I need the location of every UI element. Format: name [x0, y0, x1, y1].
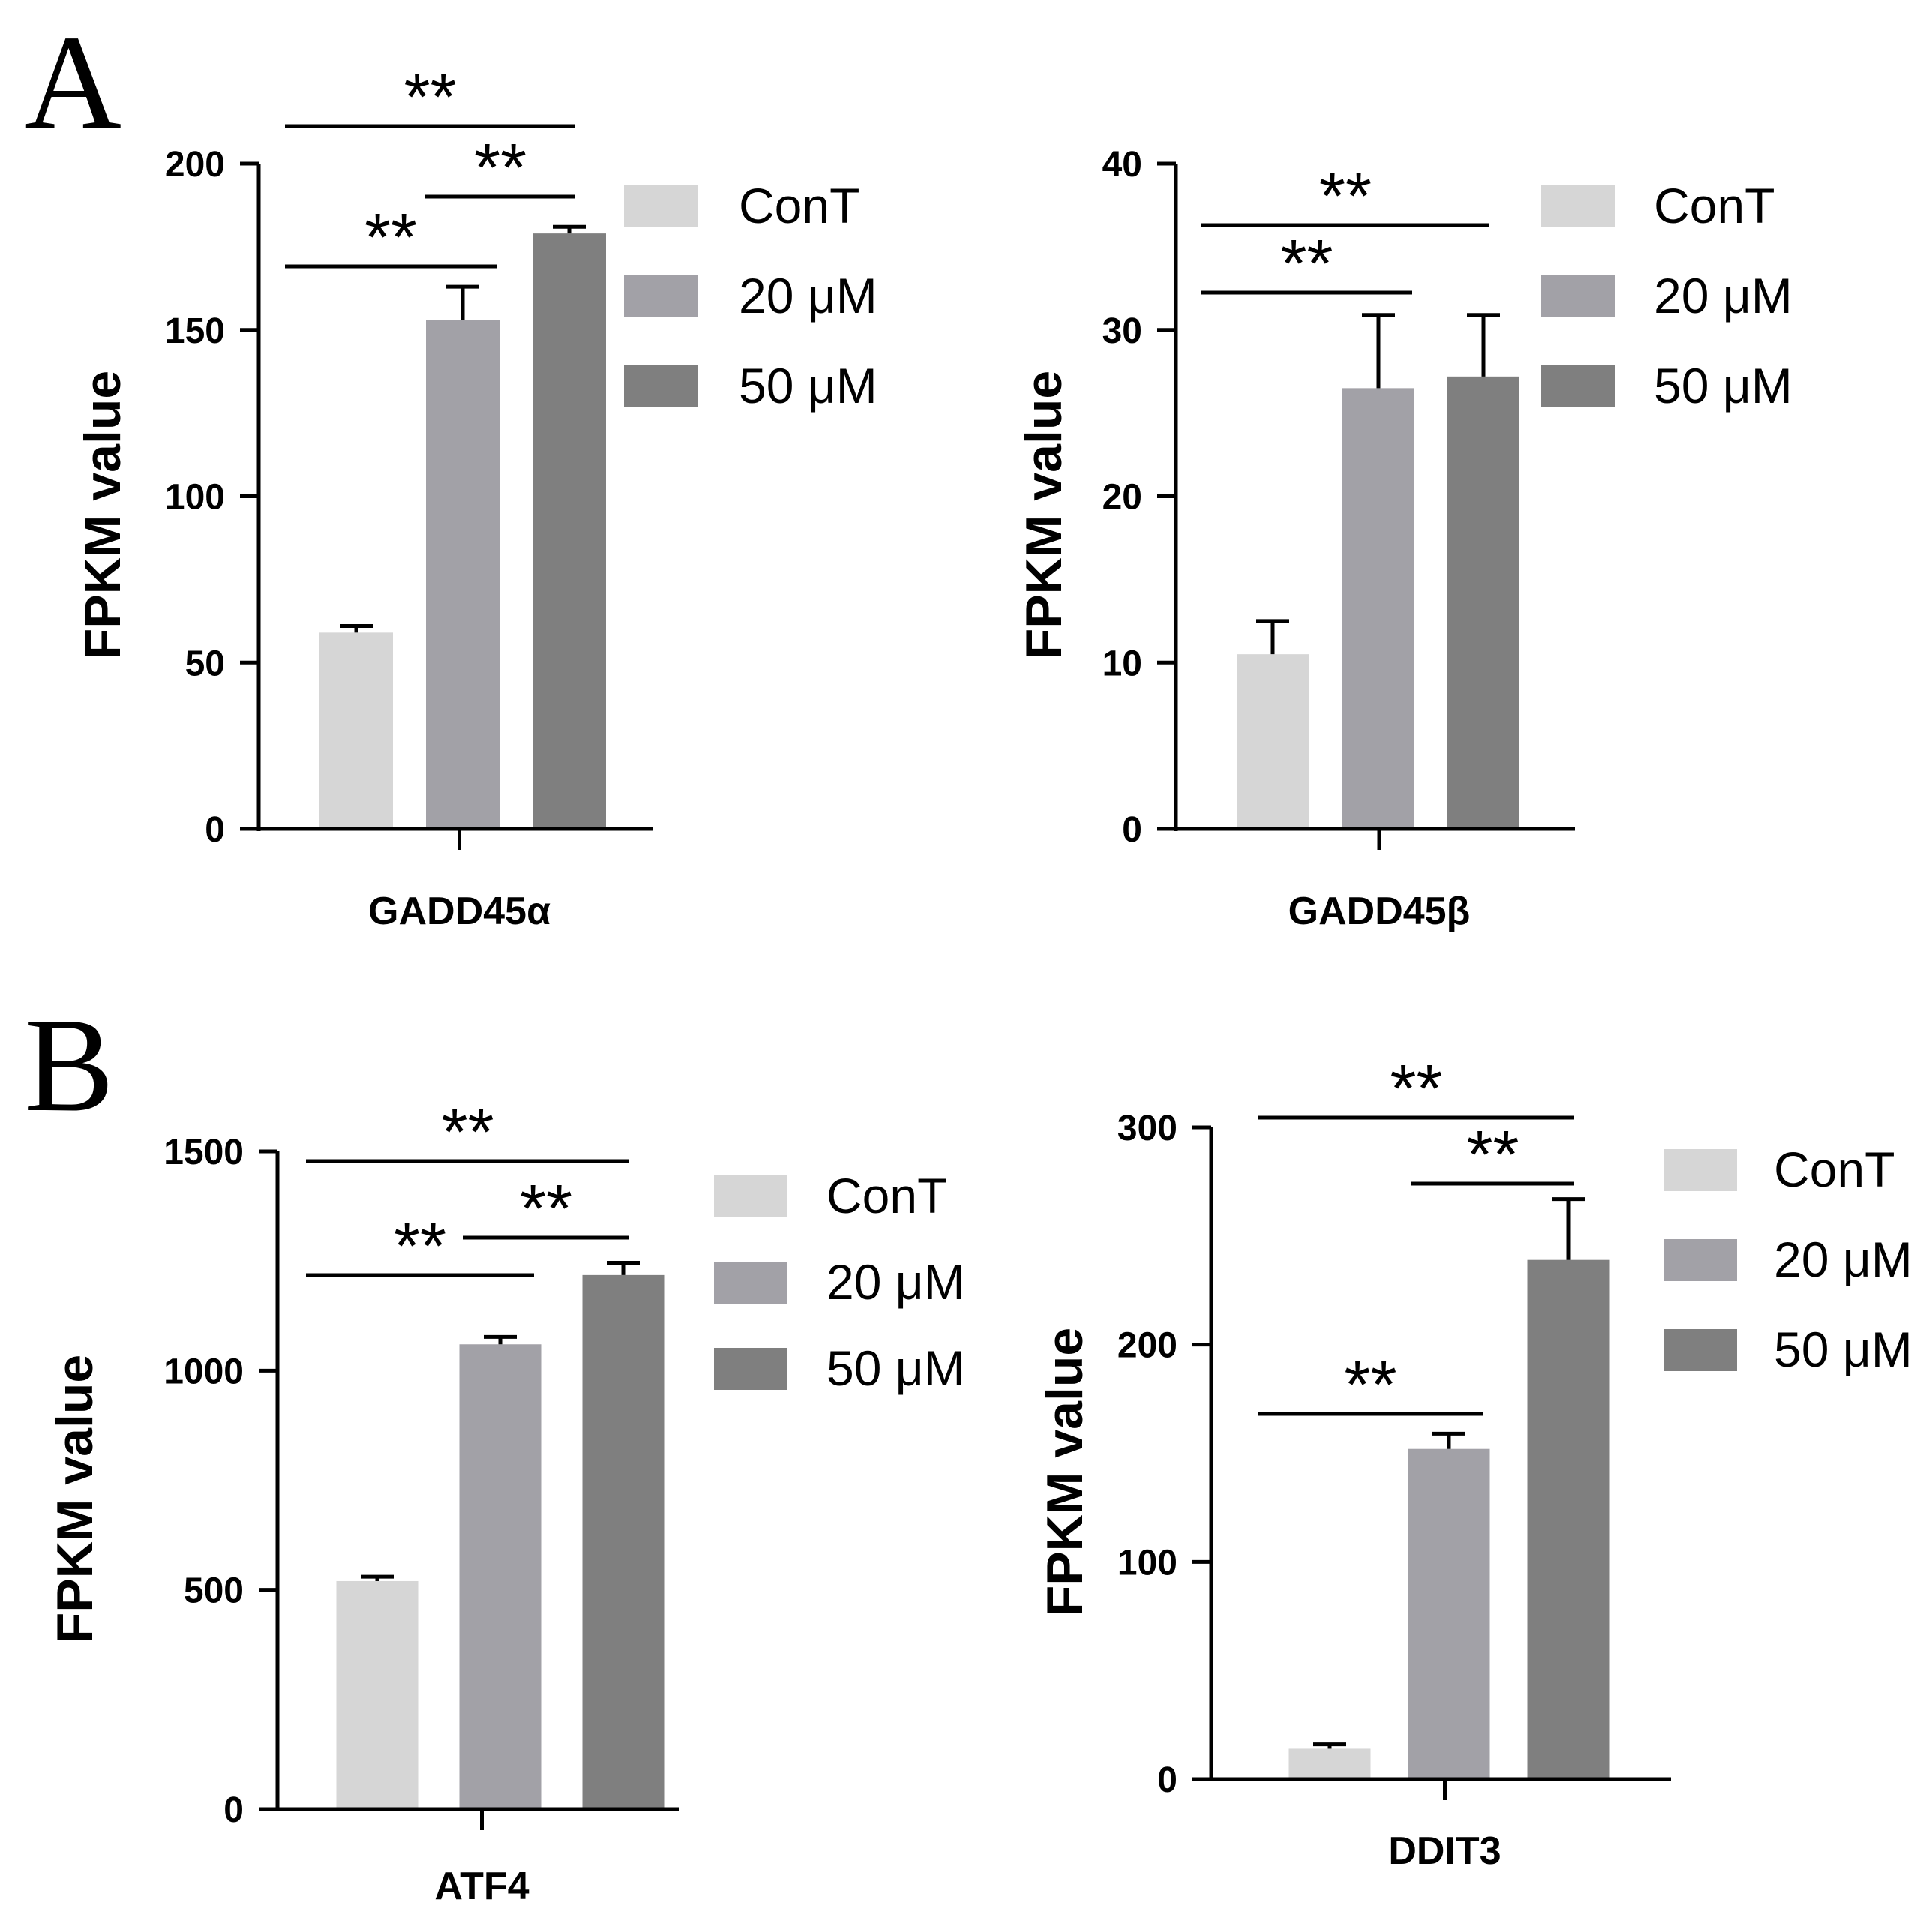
- chart-1: 0 10 20 30 40 GADD45β FPKM value **** ConT 20 μM 5…: [1016, 145, 1792, 933]
- y-tick-label-3: 1500: [164, 1133, 244, 1172]
- y-tick-label-3: 30: [1102, 311, 1142, 351]
- y-axis-title: FPKM value: [1016, 371, 1072, 659]
- bar-1: [1342, 388, 1414, 829]
- legend-label-0: ConT: [739, 178, 860, 233]
- y-tick-label-1: 500: [184, 1571, 244, 1611]
- sig-label-0: **: [1390, 1052, 1442, 1127]
- bar-1: [426, 320, 500, 829]
- y-tick-label-3: 300: [1118, 1109, 1178, 1148]
- y-tick-label-4: 40: [1102, 145, 1142, 185]
- x-category-label: ATF4: [434, 1865, 529, 1908]
- sig-label-2: **: [1344, 1348, 1396, 1423]
- sig-label-2: **: [364, 200, 417, 275]
- chart-2: 0 500 1000 1500 ATF4 FPKM value ** ** ** ConT 20 μ…: [46, 1095, 965, 1908]
- sig-label-1: **: [520, 1172, 572, 1247]
- bar-2: [1448, 376, 1520, 830]
- legend-label-0: ConT: [1654, 178, 1774, 233]
- y-tick-label-2: 200: [1118, 1326, 1178, 1366]
- legend-label-0: ConT: [1774, 1142, 1894, 1197]
- y-tick-label-0: 0: [205, 810, 225, 850]
- sig-label-2: **: [394, 1209, 446, 1284]
- legend-label-1: 20 μM: [1654, 268, 1792, 323]
- sig-label-0: **: [441, 1095, 494, 1170]
- y-tick-label-1: 10: [1102, 644, 1142, 683]
- legend-swatch-2: [714, 1348, 788, 1390]
- y-tick-label-3: 150: [165, 311, 225, 351]
- bar-2: [532, 233, 606, 829]
- legend-label-2: 50 μM: [739, 358, 878, 413]
- legend-swatch-1: [1664, 1239, 1737, 1281]
- y-tick-label-0: 0: [1157, 1760, 1178, 1800]
- sig-label-0: **: [1319, 159, 1372, 234]
- y-tick-label-2: 1000: [164, 1352, 244, 1391]
- y-tick-label-4: 200: [165, 145, 225, 185]
- y-axis-title: FPKM value: [74, 371, 131, 659]
- y-tick-label-0: 0: [224, 1790, 244, 1830]
- legend-swatch-1: [624, 275, 698, 317]
- bar-0: [1288, 1748, 1371, 1779]
- bar-0: [320, 632, 393, 829]
- legend-label-2: 50 μM: [1774, 1322, 1912, 1377]
- legend-label-0: ConT: [826, 1168, 947, 1223]
- legend-swatch-2: [1541, 365, 1615, 407]
- bar-0: [1237, 654, 1309, 829]
- legend-label-2: 50 μM: [826, 1340, 965, 1396]
- sig-label-0: **: [404, 60, 456, 135]
- bar-2: [1527, 1259, 1610, 1779]
- bar-1: [459, 1344, 542, 1809]
- legend-swatch-0: [1541, 185, 1615, 227]
- legend-swatch-0: [624, 185, 698, 227]
- legend-swatch-0: [1664, 1149, 1737, 1191]
- sig-label-1: **: [474, 131, 526, 206]
- sig-label-1: **: [1466, 1118, 1519, 1193]
- legend-swatch-1: [1541, 275, 1615, 317]
- bar-0: [336, 1580, 418, 1809]
- y-tick-label-1: 100: [1118, 1543, 1178, 1583]
- x-category-label: GADD45β: [1288, 890, 1471, 933]
- legend-swatch-2: [1664, 1329, 1737, 1371]
- y-tick-label-1: 50: [185, 644, 225, 683]
- panel-label-b: B: [24, 990, 114, 1139]
- x-category-label: GADD45α: [368, 890, 550, 933]
- legend-label-2: 50 μM: [1654, 358, 1792, 413]
- y-axis-title: FPKM value: [1036, 1328, 1094, 1616]
- legend-label-1: 20 μM: [1774, 1232, 1912, 1287]
- y-tick-label-0: 0: [1122, 810, 1142, 850]
- legend-swatch-2: [624, 365, 698, 407]
- legend-label-1: 20 μM: [826, 1254, 965, 1310]
- legend-swatch-1: [714, 1262, 788, 1304]
- panel-label-a: A: [24, 8, 122, 157]
- y-tick-label-2: 100: [165, 478, 225, 518]
- bar-1: [1408, 1448, 1490, 1779]
- bar-2: [582, 1274, 664, 1809]
- y-axis-title: FPKM value: [46, 1355, 104, 1643]
- chart-3: 0 100 200 300 DDIT3 FPKM value ** ** ** ConT 20 μM…: [1036, 1052, 1912, 1873]
- x-category-label: DDIT3: [1388, 1829, 1501, 1873]
- sig-label-1: **: [1280, 227, 1333, 302]
- y-tick-label-2: 20: [1102, 478, 1142, 518]
- legend-label-1: 20 μM: [739, 268, 878, 323]
- legend-swatch-0: [714, 1175, 788, 1217]
